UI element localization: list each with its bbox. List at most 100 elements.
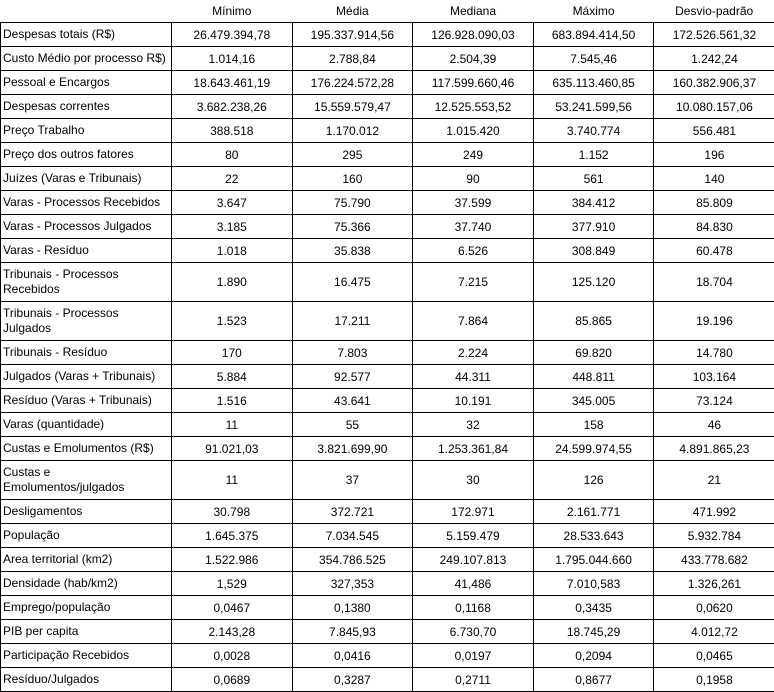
cell-value: 0,3287 <box>292 668 413 692</box>
row-label: Pessoal e Encargos <box>1 71 172 95</box>
table-row: Area territorial (km2)1.522.986354.786.5… <box>1 548 774 572</box>
cell-value: 2.224 <box>413 341 534 365</box>
cell-value: 683.894.414,50 <box>533 23 654 47</box>
cell-value: 4.891.865,23 <box>654 437 774 461</box>
cell-value: 43.641 <box>292 389 413 413</box>
cell-value: 0,1958 <box>654 668 774 692</box>
cell-value: 85.809 <box>654 191 774 215</box>
cell-value: 19.196 <box>654 302 774 341</box>
row-label: Varas - Resíduo <box>1 239 172 263</box>
cell-value: 85.865 <box>533 302 654 341</box>
cell-value: 556.481 <box>654 119 774 143</box>
cell-value: 433.778.682 <box>654 548 774 572</box>
row-label: População <box>1 524 172 548</box>
cell-value: 3.740.774 <box>533 119 654 143</box>
cell-value: 195.337.914,56 <box>292 23 413 47</box>
cell-value: 0,0689 <box>172 668 293 692</box>
row-label: Resíduo (Varas + Tribunais) <box>1 389 172 413</box>
cell-value: 10.080.157,06 <box>654 95 774 119</box>
cell-value: 172.526.561,32 <box>654 23 774 47</box>
cell-value: 1.645.375 <box>172 524 293 548</box>
cell-value: 1.522.986 <box>172 548 293 572</box>
cell-value: 0,2094 <box>533 644 654 668</box>
cell-value: 26.479.394,78 <box>172 23 293 47</box>
cell-value: 126 <box>533 461 654 500</box>
cell-value: 160.382.906,37 <box>654 71 774 95</box>
cell-value: 0,0028 <box>172 644 293 668</box>
cell-value: 21 <box>654 461 774 500</box>
cell-value: 7.845,93 <box>292 620 413 644</box>
cell-value: 1.523 <box>172 302 293 341</box>
row-label: Tribunais - Resíduo <box>1 341 172 365</box>
table-row: Participação Recebidos0,00280,04160,0197… <box>1 644 774 668</box>
cell-value: 295 <box>292 143 413 167</box>
header-mean: Média <box>292 0 413 23</box>
row-label: Custas e Emolumentos/julgados <box>1 461 172 500</box>
cell-value: 69.820 <box>533 341 654 365</box>
cell-value: 1.170.012 <box>292 119 413 143</box>
cell-value: 377.910 <box>533 215 654 239</box>
cell-value: 3.185 <box>172 215 293 239</box>
header-std: Desvio-padrão <box>654 0 774 23</box>
table-row: Varas - Resíduo1.01835.8386.526308.84960… <box>1 239 774 263</box>
cell-value: 103.164 <box>654 365 774 389</box>
cell-value: 0,0465 <box>654 644 774 668</box>
cell-value: 345.005 <box>533 389 654 413</box>
cell-value: 92.577 <box>292 365 413 389</box>
cell-value: 2.504,39 <box>413 47 534 71</box>
table-row: Custo Médio por processo R$)1.014,162.78… <box>1 47 774 71</box>
table-row: Custas e Emolumentos/julgados11373012621 <box>1 461 774 500</box>
cell-value: 16.475 <box>292 263 413 302</box>
cell-value: 388.518 <box>172 119 293 143</box>
table-row: Despesas correntes3.682.238,2615.559.579… <box>1 95 774 119</box>
table-row: Pessoal e Encargos18.643.461,19176.224.5… <box>1 71 774 95</box>
table-row: Densidade (hab/km2)1,529327,35341,4867.0… <box>1 572 774 596</box>
cell-value: 18.643.461,19 <box>172 71 293 95</box>
table-row: Tribunais - Processos Julgados1.52317.21… <box>1 302 774 341</box>
cell-value: 1.242,24 <box>654 47 774 71</box>
cell-value: 30.798 <box>172 500 293 524</box>
table-row: Emprego/população0,04670,13800,11680,343… <box>1 596 774 620</box>
header-row: Mínimo Média Mediana Máximo Desvio-padrã… <box>1 0 774 23</box>
cell-value: 24.599.974,55 <box>533 437 654 461</box>
cell-value: 249.107.813 <box>413 548 534 572</box>
cell-value: 0,1380 <box>292 596 413 620</box>
cell-value: 7.545,46 <box>533 47 654 71</box>
cell-value: 11 <box>172 461 293 500</box>
row-label: Varas (quantidade) <box>1 413 172 437</box>
cell-value: 354.786.525 <box>292 548 413 572</box>
table-row: Despesas totais (R$)26.479.394,78195.337… <box>1 23 774 47</box>
row-label: Tribunais - Processos Recebidos <box>1 263 172 302</box>
table-row: Resíduo/Julgados0,06890,32870,27110,8677… <box>1 668 774 692</box>
header-min: Mínimo <box>172 0 293 23</box>
cell-value: 3.682.238,26 <box>172 95 293 119</box>
cell-value: 37.740 <box>413 215 534 239</box>
cell-value: 22 <box>172 167 293 191</box>
cell-value: 1.890 <box>172 263 293 302</box>
cell-value: 1,529 <box>172 572 293 596</box>
cell-value: 18.704 <box>654 263 774 302</box>
cell-value: 73.124 <box>654 389 774 413</box>
cell-value: 1.795.044.660 <box>533 548 654 572</box>
cell-value: 1.516 <box>172 389 293 413</box>
row-label: Julgados (Varas + Tribunais) <box>1 365 172 389</box>
table-row: Julgados (Varas + Tribunais)5.88492.5774… <box>1 365 774 389</box>
cell-value: 172.971 <box>413 500 534 524</box>
cell-value: 1.015.420 <box>413 119 534 143</box>
cell-value: 91.021,03 <box>172 437 293 461</box>
cell-value: 28.533.643 <box>533 524 654 548</box>
cell-value: 90 <box>413 167 534 191</box>
cell-value: 3.647 <box>172 191 293 215</box>
cell-value: 84.830 <box>654 215 774 239</box>
cell-value: 7.010,583 <box>533 572 654 596</box>
cell-value: 60.478 <box>654 239 774 263</box>
cell-value: 471.992 <box>654 500 774 524</box>
cell-value: 0,0416 <box>292 644 413 668</box>
cell-value: 75.366 <box>292 215 413 239</box>
cell-value: 3.821.699,90 <box>292 437 413 461</box>
row-label: Custas e Emolumentos (R$) <box>1 437 172 461</box>
cell-value: 6.730,70 <box>413 620 534 644</box>
row-label: Juízes (Varas e Tribunais) <box>1 167 172 191</box>
cell-value: 170 <box>172 341 293 365</box>
cell-value: 2.161.771 <box>533 500 654 524</box>
